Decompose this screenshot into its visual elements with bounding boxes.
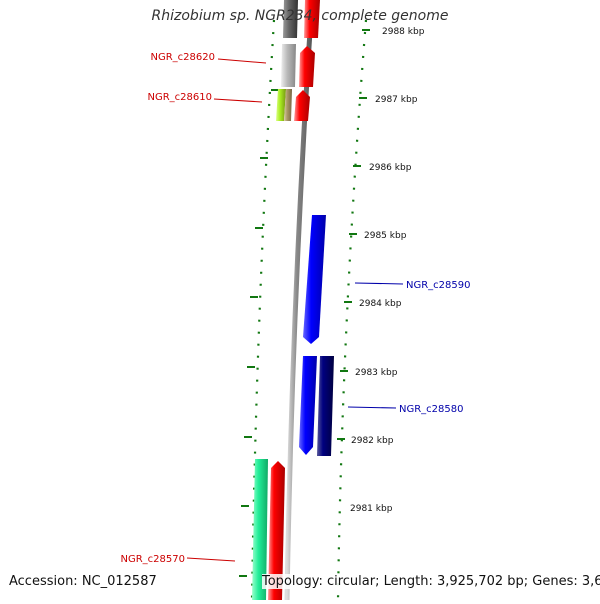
scale-label-2987: 2987 kbp — [375, 95, 418, 105]
map-title: Rhizobium sp. NGR234, complete genome — [151, 8, 449, 24]
gene-ngr-c28620-red — [299, 46, 315, 87]
scale-labels: 2988 kbp 2987 kbp 2986 kbp 2985 kbp 2984… — [350, 27, 425, 514]
gene-labels: NGR_c28620 NGR_c28610 NGR_c28590 NGR_c28… — [121, 52, 471, 565]
gene-label-ngr-c28590[interactable]: NGR_c28590 — [406, 280, 471, 291]
scale-label-2982: 2982 kbp — [351, 436, 394, 446]
gene-ngr-c28620 — [281, 44, 296, 87]
leader-ngr-c28570 — [186, 557, 236, 562]
leader-ngr-c28580 — [347, 406, 397, 409]
gene-label-ngr-c28570[interactable]: NGR_c28570 — [121, 554, 186, 565]
inner-ruler-ticks — [239, 89, 278, 577]
forward-strand-genes — [268, 0, 334, 600]
gene-label-leaders — [186, 58, 404, 562]
gene-ngr-c28570-red — [268, 461, 285, 600]
gene-top-dark-grey — [283, 0, 298, 38]
leader-ngr-c28620 — [217, 58, 267, 64]
leader-ngr-c28610 — [213, 98, 263, 103]
gene-ngr-c28580-blue — [299, 356, 317, 455]
scale-label-2984: 2984 kbp — [359, 299, 402, 309]
scale-label-2986: 2986 kbp — [369, 163, 412, 173]
gene-ngr-c28590 — [303, 215, 326, 344]
reverse-strand-genes — [252, 0, 298, 600]
scale-label-2983: 2983 kbp — [355, 368, 398, 378]
accession-label: Accession: NC_012587 — [9, 574, 157, 589]
gene-top-red — [304, 0, 320, 38]
scale-label-2985: 2985 kbp — [364, 231, 407, 241]
genome-summary-label: Topology: circular; Length: 3,925,702 bp… — [262, 574, 600, 589]
leader-ngr-c28590 — [354, 282, 404, 285]
outer-ruler-ticks — [337, 29, 370, 440]
gene-ngr-c28610-red — [294, 90, 310, 121]
gene-ngr-c28580-navy — [317, 356, 334, 456]
gene-label-ngr-c28580[interactable]: NGR_c28580 — [399, 404, 464, 415]
gene-ngr-c28610-a — [276, 89, 286, 121]
gene-ngr-c28570-green — [252, 459, 268, 600]
gene-ngr-c28610-b — [284, 89, 292, 121]
gene-label-ngr-c28610[interactable]: NGR_c28610 — [148, 92, 213, 103]
scale-label-2981: 2981 kbp — [350, 504, 393, 514]
gene-label-ngr-c28620[interactable]: NGR_c28620 — [151, 52, 216, 63]
scale-label-2988: 2988 kbp — [382, 27, 425, 37]
